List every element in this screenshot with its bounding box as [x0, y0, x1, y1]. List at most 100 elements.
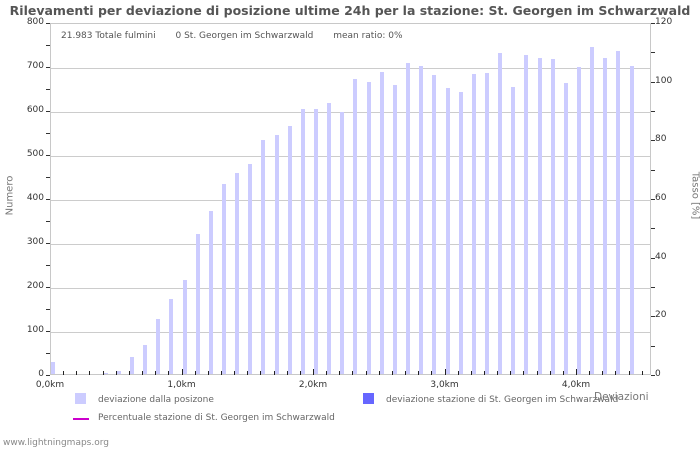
x-tick-mark — [352, 371, 354, 375]
x-tick-mark — [391, 371, 393, 375]
bar — [550, 58, 555, 374]
x-axis-label: Deviazioni — [594, 391, 649, 403]
x-tick-mark — [536, 371, 538, 375]
y2-tick-mark — [651, 111, 655, 112]
x-tick-mark — [63, 371, 65, 375]
x-tick-mark — [628, 371, 630, 375]
bar — [353, 79, 358, 374]
x-tick-mark — [313, 369, 314, 375]
y-tick-mark — [46, 265, 50, 266]
y2-tick-mark — [651, 199, 655, 200]
x-tick-mark — [483, 371, 485, 375]
x-tick-mark — [102, 371, 104, 375]
x-tick-mark — [510, 371, 512, 375]
y-tick-label: 700 — [26, 61, 44, 71]
gridline — [51, 244, 650, 245]
x-tick-mark — [273, 371, 275, 375]
bar — [143, 344, 148, 374]
gridline — [51, 200, 650, 201]
info-line: 21.983 Totale fulmini 0 St. Georgen im S… — [61, 31, 420, 41]
y2-tick-mark — [651, 345, 655, 347]
y2-tick-label: 40 — [655, 251, 667, 262]
bar — [603, 58, 608, 374]
bar — [616, 51, 621, 374]
x-tick-mark — [155, 371, 157, 375]
x-tick-mark — [497, 371, 499, 375]
bar — [366, 82, 371, 374]
bar — [208, 211, 213, 374]
x-tick-mark — [128, 371, 130, 375]
y-tick-mark — [46, 89, 50, 90]
legend-swatch-station — [363, 393, 374, 404]
x-tick-label: 0,0km — [35, 380, 65, 390]
x-tick-mark — [194, 371, 196, 375]
x-tick-mark — [207, 371, 209, 375]
x-tick-mark — [115, 371, 117, 375]
x-tick-mark — [602, 371, 604, 375]
y-tick-label: 500 — [26, 149, 44, 159]
x-tick-mark — [615, 371, 617, 375]
x-tick-label: 1,0km — [167, 380, 196, 390]
x-tick-mark — [444, 369, 446, 375]
x-tick-mark — [523, 371, 525, 375]
x-tick-mark — [326, 371, 328, 375]
legend-swatch-percent — [73, 418, 89, 420]
bar — [392, 85, 397, 374]
y2-tick-mark — [651, 140, 655, 142]
bar — [156, 319, 161, 374]
total-strikes: 21.983 Totale fulmini — [61, 31, 156, 41]
bar — [248, 164, 253, 374]
y-tick-mark — [46, 111, 50, 112]
station-count: 0 St. Georgen im Schwarzwald — [175, 31, 314, 41]
y2-tick-mark — [651, 81, 655, 83]
x-tick-mark — [470, 371, 472, 375]
bar — [195, 234, 200, 374]
bar — [182, 279, 187, 374]
x-tick-mark — [576, 369, 577, 375]
y-tick-label: 200 — [26, 281, 44, 291]
y2-tick-mark — [651, 375, 655, 376]
bar — [314, 109, 318, 374]
y-tick-mark — [46, 155, 50, 156]
y-tick-mark — [46, 199, 50, 200]
bar — [590, 47, 595, 374]
x-tick-mark — [365, 371, 367, 375]
y-tick-label: 400 — [26, 193, 44, 203]
bar — [419, 66, 424, 374]
x-tick-mark — [562, 371, 564, 375]
gridline — [51, 68, 650, 69]
x-tick-mark — [418, 371, 420, 375]
x-tick-mark — [286, 371, 288, 375]
mean-ratio: mean ratio: 0% — [333, 31, 403, 41]
bar — [300, 109, 305, 374]
x-tick-mark — [220, 371, 222, 375]
y-tick-mark — [46, 331, 50, 332]
y2-tick-label: 60 — [655, 193, 667, 203]
y-axis-left-label: Numero — [4, 175, 16, 216]
bar — [169, 299, 174, 374]
footer-link[interactable]: www.lightningmaps.org — [3, 438, 109, 448]
x-tick-mark — [457, 371, 459, 375]
y2-tick-mark — [651, 228, 655, 230]
x-tick-mark — [168, 371, 170, 375]
x-tick-label: 4,0km — [561, 380, 591, 390]
y-tick-mark — [46, 23, 50, 24]
bar — [498, 53, 503, 374]
chart-title: Rilevamenti per deviazione di posizione … — [9, 3, 691, 18]
bar — [511, 87, 516, 374]
y-tick-mark — [46, 177, 50, 178]
legend-swatch-all — [75, 393, 86, 404]
x-tick-label: 3,0km — [430, 380, 459, 390]
y-tick-mark — [46, 243, 50, 244]
x-tick-mark — [641, 371, 643, 375]
bar — [524, 55, 529, 374]
y2-tick-label: 80 — [655, 134, 667, 145]
y-tick-mark — [46, 375, 50, 376]
legend-item-station: deviazione stazione di St. Georgen im Sc… — [386, 395, 619, 405]
y2-tick-mark — [651, 316, 655, 318]
bar — [327, 102, 332, 374]
y-tick-mark — [46, 45, 50, 46]
bar — [458, 92, 463, 374]
x-tick-mark — [260, 371, 262, 375]
x-tick-mark — [299, 371, 301, 375]
